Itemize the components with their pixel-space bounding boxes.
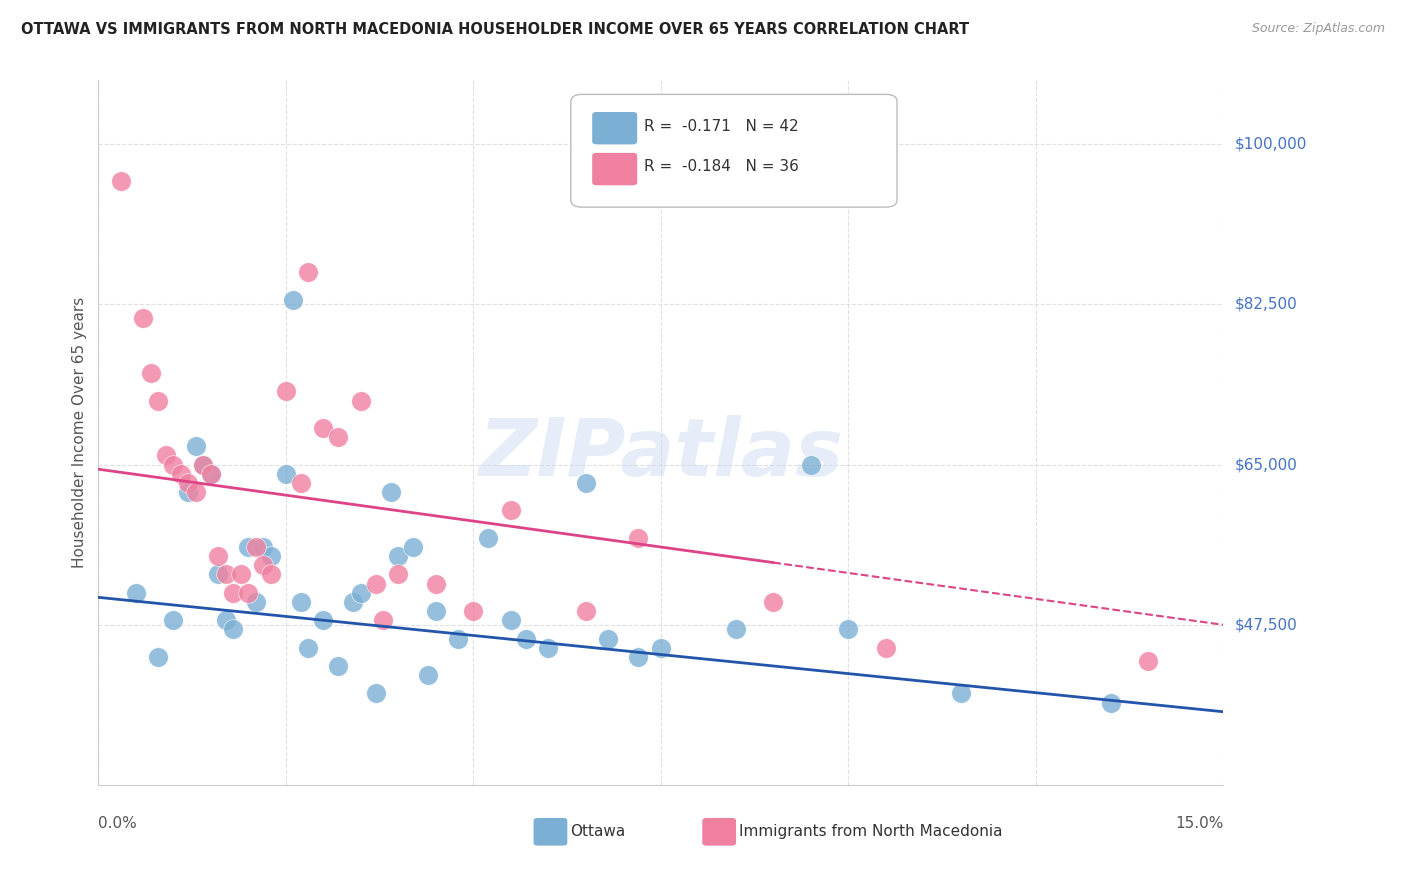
- Point: [402, 540, 425, 554]
- Point: [499, 613, 522, 627]
- Point: [387, 549, 409, 564]
- Text: Immigrants from North Macedonia: Immigrants from North Macedonia: [740, 824, 1002, 839]
- Point: [627, 531, 650, 545]
- FancyBboxPatch shape: [571, 95, 897, 207]
- Point: [297, 265, 319, 279]
- Point: [238, 540, 260, 554]
- Point: [837, 623, 859, 637]
- Point: [110, 174, 132, 188]
- Point: [1137, 654, 1160, 668]
- Point: [875, 640, 897, 655]
- Point: [350, 393, 373, 408]
- Point: [245, 595, 267, 609]
- Text: R =  -0.171   N = 42: R = -0.171 N = 42: [644, 119, 799, 134]
- Point: [328, 659, 350, 673]
- Text: $100,000: $100,000: [1234, 136, 1306, 152]
- Point: [162, 458, 184, 472]
- Point: [447, 632, 470, 646]
- Point: [125, 586, 148, 600]
- Point: [364, 686, 387, 700]
- Text: $65,000: $65,000: [1234, 458, 1298, 472]
- Text: ZIPatlas: ZIPatlas: [478, 415, 844, 492]
- Point: [222, 623, 245, 637]
- Point: [274, 384, 297, 399]
- Point: [132, 311, 155, 326]
- Point: [418, 668, 440, 682]
- Point: [245, 540, 267, 554]
- Point: [650, 640, 672, 655]
- Point: [162, 613, 184, 627]
- Point: [477, 531, 499, 545]
- Point: [328, 430, 350, 444]
- Point: [312, 421, 335, 435]
- FancyBboxPatch shape: [592, 112, 637, 145]
- Point: [148, 393, 170, 408]
- Point: [762, 595, 785, 609]
- Point: [1099, 696, 1122, 710]
- Point: [537, 640, 560, 655]
- Point: [949, 686, 972, 700]
- Point: [515, 632, 537, 646]
- Text: R =  -0.184   N = 36: R = -0.184 N = 36: [644, 160, 799, 175]
- Point: [148, 649, 170, 664]
- Point: [177, 485, 200, 500]
- Point: [215, 613, 238, 627]
- FancyBboxPatch shape: [592, 153, 637, 186]
- Point: [238, 586, 260, 600]
- Text: OTTAWA VS IMMIGRANTS FROM NORTH MACEDONIA HOUSEHOLDER INCOME OVER 65 YEARS CORRE: OTTAWA VS IMMIGRANTS FROM NORTH MACEDONI…: [21, 22, 969, 37]
- Point: [260, 567, 283, 582]
- Point: [274, 467, 297, 481]
- Point: [380, 485, 402, 500]
- Point: [724, 623, 747, 637]
- Point: [252, 540, 274, 554]
- Point: [598, 632, 620, 646]
- Point: [200, 467, 222, 481]
- Point: [155, 449, 177, 463]
- Point: [193, 458, 215, 472]
- Point: [800, 458, 823, 472]
- Y-axis label: Householder Income Over 65 years: Householder Income Over 65 years: [72, 297, 87, 568]
- Text: Ottawa: Ottawa: [571, 824, 626, 839]
- Point: [350, 586, 373, 600]
- Point: [139, 366, 162, 380]
- Point: [373, 613, 395, 627]
- Point: [177, 475, 200, 490]
- Point: [252, 558, 274, 573]
- Point: [207, 567, 229, 582]
- Point: [283, 293, 305, 307]
- Point: [312, 613, 335, 627]
- Point: [297, 640, 319, 655]
- Point: [499, 503, 522, 517]
- Point: [627, 649, 650, 664]
- Point: [463, 604, 485, 618]
- Text: $82,500: $82,500: [1234, 297, 1298, 312]
- Point: [184, 485, 207, 500]
- Text: Source: ZipAtlas.com: Source: ZipAtlas.com: [1251, 22, 1385, 36]
- Point: [387, 567, 409, 582]
- Text: $47,500: $47,500: [1234, 617, 1298, 632]
- Point: [222, 586, 245, 600]
- Point: [193, 458, 215, 472]
- Point: [425, 576, 447, 591]
- Point: [229, 567, 252, 582]
- Point: [575, 604, 598, 618]
- Point: [207, 549, 229, 564]
- Point: [290, 475, 312, 490]
- Point: [260, 549, 283, 564]
- Point: [290, 595, 312, 609]
- Point: [575, 475, 598, 490]
- Point: [200, 467, 222, 481]
- Point: [170, 467, 193, 481]
- Point: [425, 604, 447, 618]
- Point: [364, 576, 387, 591]
- Point: [342, 595, 364, 609]
- Point: [215, 567, 238, 582]
- Text: 0.0%: 0.0%: [98, 815, 138, 830]
- Text: 15.0%: 15.0%: [1175, 815, 1223, 830]
- Point: [184, 439, 207, 453]
